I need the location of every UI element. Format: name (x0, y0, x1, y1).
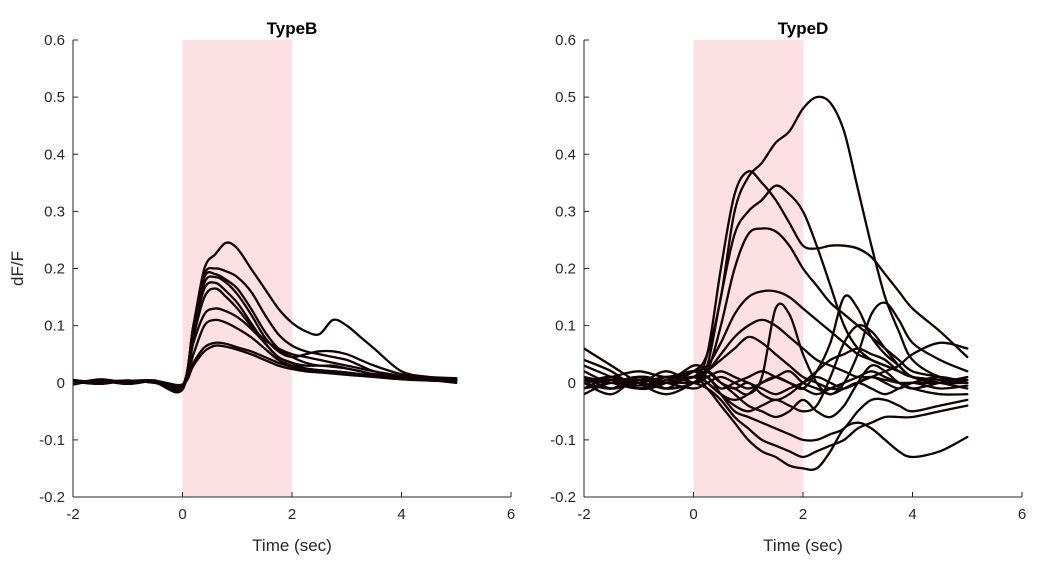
series-line-10 (73, 344, 458, 387)
x-axis-label: Time (sec) (763, 536, 843, 555)
y-tick-label: 0 (57, 375, 65, 392)
chart-panel-typed: -2 0 2 4 6 -0.2 -0.1 0 0.1 0.2 0.3 0.4 0.5 0.6 TypeD Ti… (550, 19, 1026, 555)
series-line-14 (584, 375, 969, 471)
series-line-15 (584, 369, 969, 396)
y-tick-label: 0.2 (555, 261, 576, 278)
y-tick-label: 0.6 (555, 32, 576, 49)
x-tick-label: 2 (799, 506, 807, 523)
y-tick-label: 0.2 (44, 261, 65, 278)
chart-title: TypeD (778, 19, 829, 38)
y-tick-label: 0.4 (555, 146, 576, 163)
y-tick-label: 0.1 (555, 318, 576, 335)
series-line-4 (73, 275, 458, 393)
series-line-11 (584, 364, 969, 419)
series-line-18 (584, 347, 969, 402)
x-tick-label: 0 (178, 506, 186, 523)
y-tick-label: 0.5 (44, 89, 65, 106)
y-tick-label: -0.2 (550, 489, 576, 506)
y-axis-label: dF/F (8, 251, 27, 286)
x-tick-label: 4 (908, 506, 916, 523)
x-tick-label: 2 (288, 506, 296, 523)
y-tick-label: 0.6 (44, 32, 65, 49)
chart-panel-typeb: -2 0 2 4 6 -0.2 -0.1 0 0.1 0.2 0.3 0.4 0.5 0.6 TypeB Ti… (8, 19, 515, 555)
x-tick-label: 6 (507, 506, 515, 523)
x-axis-label: Time (sec) (252, 536, 332, 555)
series-line-5 (584, 289, 969, 387)
x-tick-label: 4 (397, 506, 405, 523)
axes (72, 39, 512, 498)
y-tick-label: -0.2 (39, 489, 65, 506)
chart-title: TypeB (267, 19, 318, 38)
stimulus-shading (693, 40, 803, 497)
x-tick-label: -2 (577, 506, 590, 523)
x-tick-label: 6 (1018, 506, 1026, 523)
series-line-9 (73, 341, 458, 388)
y-tick-label: 0.5 (555, 89, 576, 106)
y-tick-label: -0.1 (39, 432, 65, 449)
x-tick-label: -2 (66, 506, 79, 523)
y-tick-label: 0.3 (44, 203, 65, 220)
series-line-17 (584, 370, 969, 396)
traces (584, 95, 969, 471)
y-tick-label: 0 (568, 375, 576, 392)
series-line-16 (584, 370, 969, 396)
y-tick-label: 0.3 (555, 203, 576, 220)
y-tick-label: -0.1 (550, 432, 576, 449)
stimulus-shading (182, 40, 292, 497)
x-tick-label: 0 (689, 506, 697, 523)
y-tick-label: 0.4 (44, 146, 65, 163)
y-tick-label: 0.1 (44, 318, 65, 335)
series-line-12 (584, 375, 969, 442)
traces (73, 241, 458, 394)
axes (583, 39, 1023, 498)
